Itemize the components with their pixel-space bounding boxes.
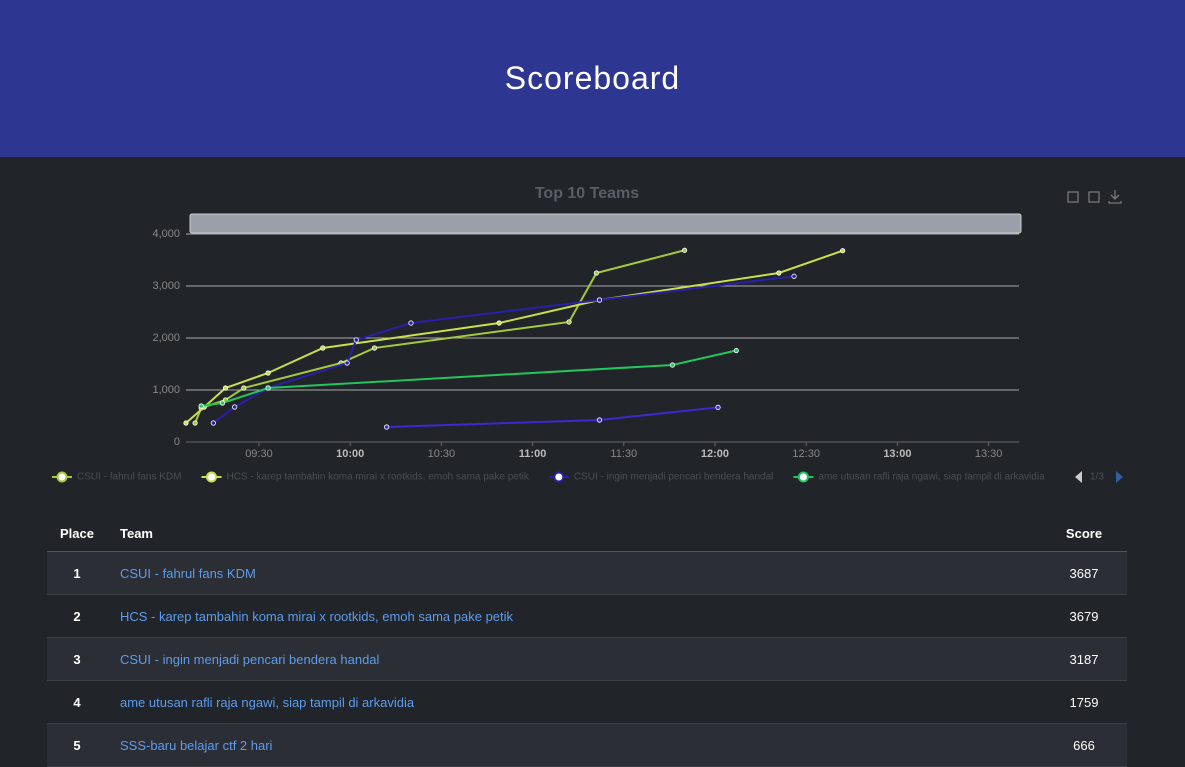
data-point bbox=[198, 403, 204, 409]
data-point bbox=[596, 417, 603, 423]
data-point bbox=[496, 320, 502, 326]
score-cell: 3687 bbox=[1041, 551, 1127, 595]
legend-label: CSUI - ingin menjadi pencari bendera han… bbox=[574, 472, 774, 483]
data-point bbox=[232, 404, 238, 410]
team-cell: ame utusan rafli raja ngawi, siap tampil… bbox=[106, 680, 1041, 724]
scoreboard-table: Place Team Score 1 CSUI - fahrul fans KDM 368… bbox=[47, 515, 1127, 767]
score-cell: 666 bbox=[1041, 723, 1127, 767]
data-point bbox=[776, 270, 782, 276]
legend-label: ame utusan rafli raja ngawi, siap tampil… bbox=[818, 472, 1045, 483]
x-tick-label: 10:30 bbox=[428, 448, 456, 460]
chart-title: Top 10 Teams bbox=[535, 185, 639, 202]
data-point bbox=[669, 362, 676, 368]
place-cell: 2 bbox=[47, 594, 107, 638]
team-cell: HCS - karep tambahin koma mirai x rootki… bbox=[106, 594, 1041, 638]
column-header: Team bbox=[106, 515, 1041, 552]
data-point bbox=[715, 404, 721, 410]
data-point bbox=[219, 400, 226, 406]
team-link[interactable]: SSS-baru belajar ctf 2 hari bbox=[119, 737, 273, 753]
legend-prev bbox=[1075, 471, 1082, 483]
zoom-slider[interactable] bbox=[189, 213, 1022, 234]
table-row: 1 CSUI - fahrul fans KDM 3687 bbox=[47, 551, 1127, 595]
legend-label: CSUI - fahrul fans KDM bbox=[77, 472, 181, 483]
legend-next bbox=[1116, 471, 1123, 483]
legend-item[interactable]: ame utusan rafli raja ngawi, siap tampil… bbox=[793, 471, 1045, 483]
data-point bbox=[192, 420, 198, 426]
legend-item[interactable]: CSUI - ingin menjadi pencari bendera han… bbox=[548, 471, 774, 483]
x-tick-label: 09:30 bbox=[245, 448, 273, 460]
table-row: 3 CSUI - ingin menjadi pencari bendera ha… bbox=[47, 637, 1127, 681]
data-point bbox=[733, 347, 739, 354]
chart: Top 10 Teams 0 1,000 2,000 3,000 4,000 09:30 1… bbox=[52, 185, 1123, 483]
data-point bbox=[241, 385, 247, 391]
legend-marker bbox=[205, 471, 217, 483]
table-row: 5 SSS-baru belajar ctf 2 hari 666 bbox=[47, 723, 1127, 767]
table-row: 4 ame utusan rafli raja ngawi, siap tampi… bbox=[47, 680, 1127, 724]
place-cell: 1 bbox=[47, 551, 107, 595]
team-cell: CSUI - ingin menjadi pencari bendera han… bbox=[106, 637, 1041, 681]
legend-marker bbox=[553, 471, 565, 483]
data-point bbox=[371, 345, 378, 351]
data-point bbox=[840, 248, 846, 254]
data-point bbox=[593, 270, 600, 276]
x-tick-label: 13:30 bbox=[975, 448, 1003, 460]
team-link[interactable]: HCS - karep tambahin koma mirai x rootki… bbox=[119, 608, 514, 624]
score-cell: 3679 bbox=[1041, 594, 1127, 638]
series-line bbox=[386, 406, 719, 429]
x-tick-label: 13:00 bbox=[883, 448, 911, 460]
column-header: Score bbox=[1041, 515, 1127, 552]
x-tick-label: 11:00 bbox=[519, 448, 547, 460]
data-point bbox=[791, 273, 797, 279]
place-cell: 3 bbox=[47, 637, 107, 681]
series-line bbox=[185, 249, 844, 424]
score-cell: 3187 bbox=[1041, 637, 1127, 681]
legend-label: HCS - karep tambahin koma mirai x rootki… bbox=[226, 472, 529, 483]
x-tick-label: 12:30 bbox=[792, 448, 820, 460]
x-tick-label: 12:00 bbox=[701, 448, 729, 460]
series-line bbox=[194, 249, 685, 424]
y-tick-label: 4,000 bbox=[152, 228, 180, 240]
legend-page: 1/3 bbox=[1090, 472, 1104, 483]
score-cell: 1759 bbox=[1041, 680, 1127, 724]
data-point bbox=[344, 360, 350, 366]
toolbox[interactable] bbox=[1067, 190, 1122, 204]
y-tick-label: 0 bbox=[174, 436, 180, 448]
data-point bbox=[210, 420, 216, 426]
legend-item[interactable]: CSUI - fahrul fans KDM bbox=[52, 471, 181, 483]
x-tick-label: 11:30 bbox=[610, 448, 637, 460]
team-link[interactable]: CSUI - fahrul fans KDM bbox=[119, 565, 256, 581]
team-link[interactable]: ame utusan rafli raja ngawi, siap tampil… bbox=[119, 694, 415, 710]
data-point bbox=[353, 337, 359, 343]
page-title: Scoreboard bbox=[504, 60, 681, 96]
y-tick-label: 2,000 bbox=[152, 332, 180, 344]
data-point bbox=[320, 345, 326, 351]
data-point bbox=[384, 424, 390, 430]
place-cell: 5 bbox=[47, 723, 107, 767]
y-tick-label: 3,000 bbox=[152, 280, 180, 292]
table-row: 2 HCS - karep tambahin koma mirai x rootk… bbox=[47, 594, 1127, 638]
team-cell: CSUI - fahrul fans KDM bbox=[106, 551, 1041, 595]
team-cell: SSS-baru belajar ctf 2 hari bbox=[106, 723, 1041, 767]
data-point bbox=[681, 247, 688, 253]
data-point bbox=[183, 420, 189, 426]
data-point bbox=[222, 385, 229, 391]
header: Scoreboard bbox=[0, 0, 1185, 157]
place-cell: 4 bbox=[47, 680, 107, 724]
y-tick-label: 1,000 bbox=[152, 384, 180, 396]
team-link[interactable]: CSUI - ingin menjadi pencari bendera han… bbox=[119, 651, 380, 667]
data-point bbox=[265, 370, 271, 376]
legend-item[interactable]: HCS - karep tambahin koma mirai x rootki… bbox=[201, 471, 530, 483]
data-point bbox=[566, 319, 572, 325]
legend-marker bbox=[56, 471, 68, 483]
series-line bbox=[212, 275, 795, 424]
x-tick-label: 10:00 bbox=[336, 448, 364, 460]
data-point bbox=[596, 297, 603, 303]
data-point bbox=[265, 385, 271, 391]
legend-marker bbox=[797, 471, 809, 483]
data-point bbox=[408, 320, 414, 326]
column-header: Place bbox=[47, 515, 107, 552]
